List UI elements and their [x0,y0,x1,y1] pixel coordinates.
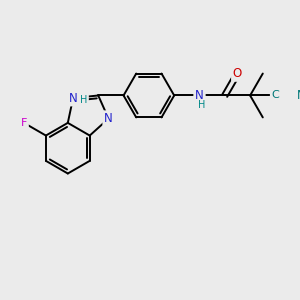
Text: N: N [69,92,77,105]
Text: H: H [80,95,87,105]
Text: O: O [233,67,242,80]
Text: N: N [104,112,113,125]
Text: N: N [296,89,300,102]
Text: N: N [195,89,204,102]
Text: F: F [21,118,27,128]
Text: C: C [272,91,279,100]
Text: H: H [198,100,205,110]
